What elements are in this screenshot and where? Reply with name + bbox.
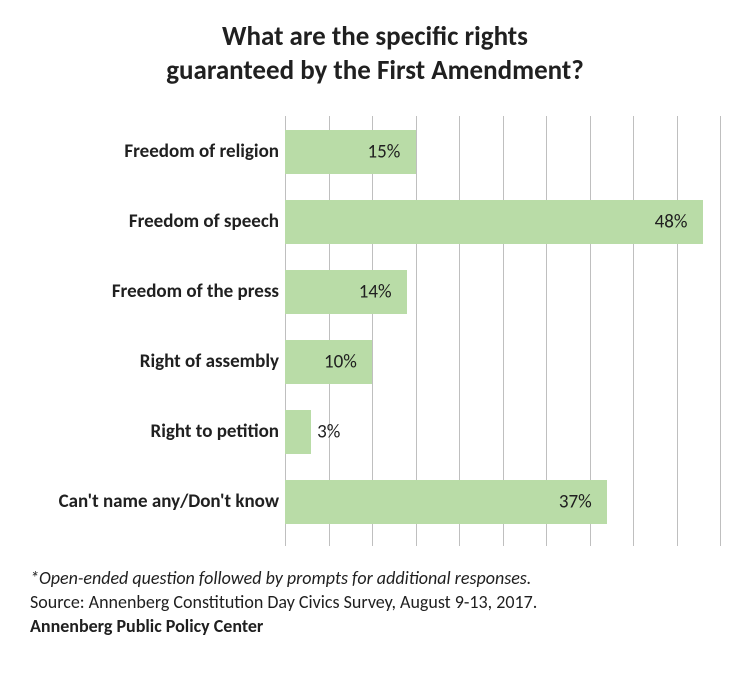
bar-track: 48% (285, 200, 720, 244)
bar-value-label: 37% (559, 490, 592, 513)
footnote: *Open-ended question followed by prompts… (30, 566, 720, 590)
bar-category-label: Freedom of religion (30, 140, 285, 163)
bar-value-label: 10% (324, 350, 357, 373)
bar (285, 410, 311, 454)
bar-category-label: Right to petition (30, 420, 285, 443)
chart-title-line2: guaranteed by the First Amendment? (30, 54, 720, 88)
source-line: Source: Annenberg Constitution Day Civic… (30, 590, 720, 614)
bar-track: 15% (285, 130, 720, 174)
bar-row: Freedom of the press 14% (30, 270, 720, 314)
bar-value-label: 14% (359, 280, 392, 303)
chart-title: What are the specific rights guaranteed … (30, 20, 720, 88)
gridline (720, 116, 721, 546)
bar-row: Right of assembly 10% (30, 340, 720, 384)
bar-category-label: Freedom of speech (30, 210, 285, 233)
org-name: Annenberg Public Policy Center (30, 614, 720, 638)
chart-footer: *Open-ended question followed by prompts… (30, 566, 720, 639)
bar-row: Freedom of religion 15% (30, 130, 720, 174)
bar-value-label: 48% (655, 210, 688, 233)
bar-category-label: Freedom of the press (30, 280, 285, 303)
bar-value-label: 15% (368, 140, 401, 163)
bar-track: 3% (285, 410, 720, 454)
bar-row: Freedom of speech 48% (30, 200, 720, 244)
bar-row: Right to petition 3% (30, 410, 720, 454)
bar-category-label: Right of assembly (30, 350, 285, 373)
chart-title-line1: What are the specific rights (30, 20, 720, 54)
bar-track: 37% (285, 480, 720, 524)
bar-row: Can't name any/Don't know 37% (30, 480, 720, 524)
bar (285, 200, 703, 244)
bar-value-label: 3% (317, 420, 340, 443)
bar-track: 10% (285, 340, 720, 384)
bar-chart: Freedom of religion 15% Freedom of speech 4… (30, 116, 720, 546)
bar-track: 14% (285, 270, 720, 314)
bar-category-label: Can't name any/Don't know (30, 490, 285, 513)
